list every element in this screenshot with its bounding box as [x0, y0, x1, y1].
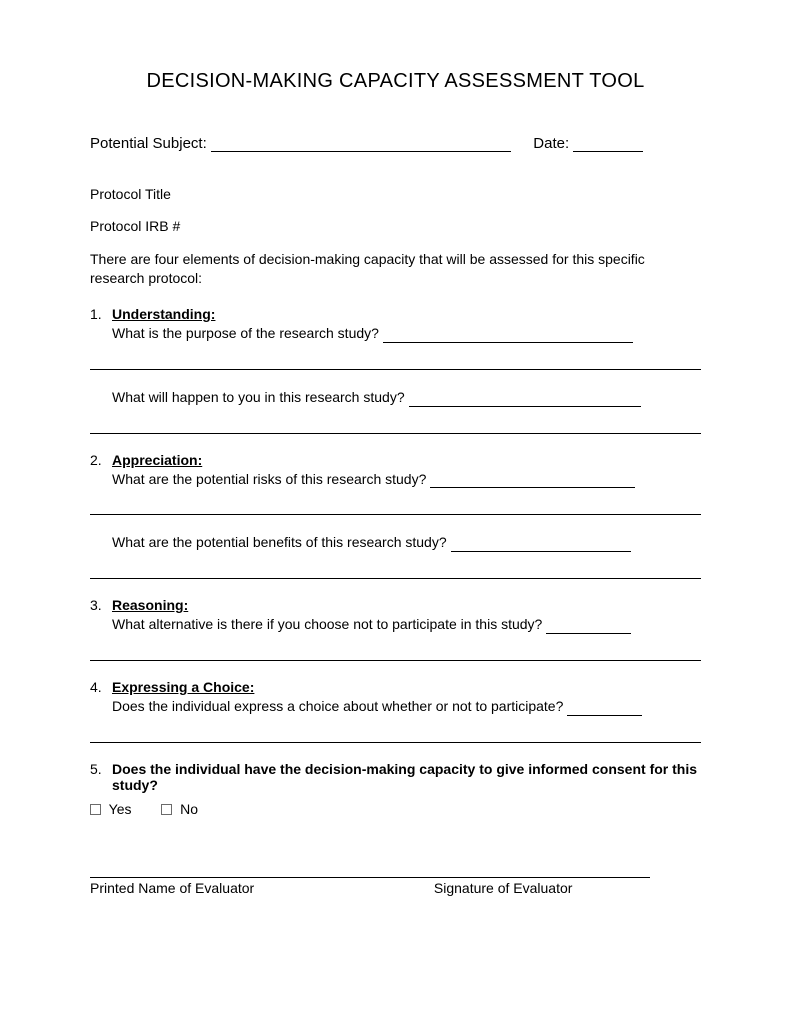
appreciation-q1: What are the potential risks of this res… [112, 470, 701, 489]
appreciation-q2-blank[interactable] [451, 539, 631, 552]
subject-input-line[interactable] [211, 138, 511, 152]
rule [90, 578, 701, 579]
understanding-q1-blank[interactable] [383, 330, 633, 343]
item-expressing-choice: Expressing a Choice: Does the individual… [90, 679, 701, 743]
expressing-heading: Expressing a Choice: [112, 679, 254, 695]
appreciation-q2: What are the potential benefits of this … [112, 533, 701, 552]
reasoning-q1-blank[interactable] [546, 621, 631, 634]
rule [90, 660, 701, 661]
understanding-q1: What is the purpose of the research stud… [112, 324, 701, 343]
item-reasoning: Reasoning: What alternative is there if … [90, 597, 701, 661]
understanding-heading: Understanding: [112, 306, 215, 322]
signature-block: Printed Name of Evaluator Signature of E… [90, 877, 701, 896]
subject-label: Potential Subject: [90, 135, 207, 152]
checkbox-yes[interactable] [90, 804, 101, 815]
signature-label: Signature of Evaluator [434, 880, 573, 896]
assessment-list: Understanding: What is the purpose of th… [90, 306, 701, 793]
printed-name-label: Printed Name of Evaluator [90, 880, 430, 896]
item-understanding: Understanding: What is the purpose of th… [90, 306, 701, 434]
expressing-q1-blank[interactable] [567, 703, 642, 716]
rule [90, 369, 701, 370]
protocol-irb-label: Protocol IRB # [90, 218, 701, 234]
checkbox-no[interactable] [161, 804, 172, 815]
capacity-question: Does the individual have the decision-ma… [112, 761, 701, 793]
checkbox-row: Yes No [90, 801, 701, 817]
reasoning-heading: Reasoning: [112, 597, 188, 613]
intro-text: There are four elements of decision-maki… [90, 250, 701, 288]
page-title: DECISION-MAKING CAPACITY ASSESSMENT TOOL [90, 70, 701, 93]
item-capacity-question: Does the individual have the decision-ma… [90, 761, 701, 793]
date-label: Date: [533, 135, 569, 152]
rule [90, 433, 701, 434]
reasoning-q1: What alternative is there if you choose … [112, 615, 701, 634]
understanding-q2: What will happen to you in this research… [112, 388, 701, 407]
expressing-q1: Does the individual express a choice abo… [112, 697, 701, 716]
rule [90, 742, 701, 743]
protocol-title-label: Protocol Title [90, 186, 701, 202]
signature-line[interactable] [90, 877, 650, 878]
checkbox-yes-label: Yes [109, 801, 132, 817]
understanding-q2-blank[interactable] [409, 394, 641, 407]
date-input-line[interactable] [573, 138, 643, 152]
header-row: Potential Subject: Date: [90, 135, 701, 152]
document-page: DECISION-MAKING CAPACITY ASSESSMENT TOOL… [0, 0, 791, 1024]
appreciation-heading: Appreciation: [112, 452, 202, 468]
rule [90, 514, 701, 515]
item-appreciation: Appreciation: What are the potential ris… [90, 452, 701, 580]
checkbox-no-label: No [180, 801, 198, 817]
appreciation-q1-blank[interactable] [430, 475, 635, 488]
